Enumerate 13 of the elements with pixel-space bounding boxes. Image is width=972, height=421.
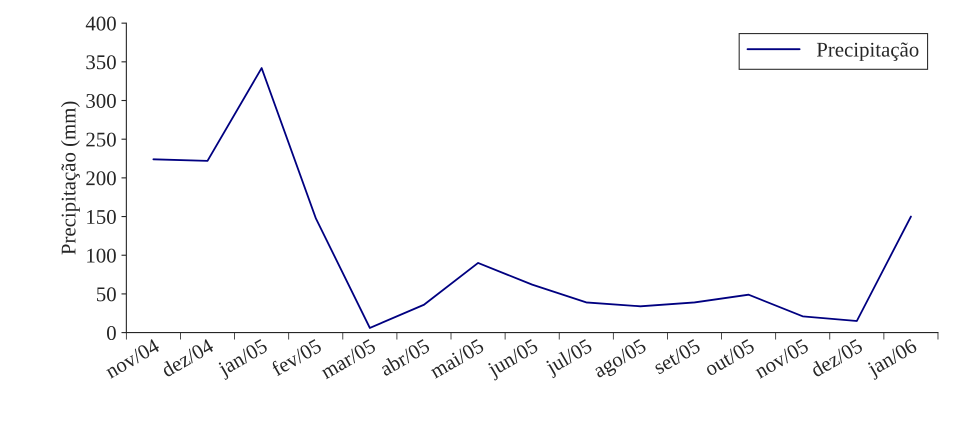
line-series — [152, 67, 912, 329]
y-tick-label: 0 — [107, 326, 116, 340]
y-tick-label: 300 — [86, 94, 116, 108]
y-tick-label: 100 — [87, 248, 116, 263]
x-tick-label: set/05 — [652, 338, 702, 375]
y-tick-label: 250 — [86, 132, 116, 147]
y-tick-label: 400 — [86, 16, 116, 31]
y-tick-label: 200 — [86, 171, 116, 186]
y-tick-label: 50 — [97, 287, 116, 302]
y-axis-title: Precipitação (mm) — [60, 102, 80, 254]
y-tick-label: 350 — [86, 55, 116, 70]
legend-label: Precipitação — [816, 42, 918, 61]
y-tick-label: 150 — [87, 210, 116, 224]
